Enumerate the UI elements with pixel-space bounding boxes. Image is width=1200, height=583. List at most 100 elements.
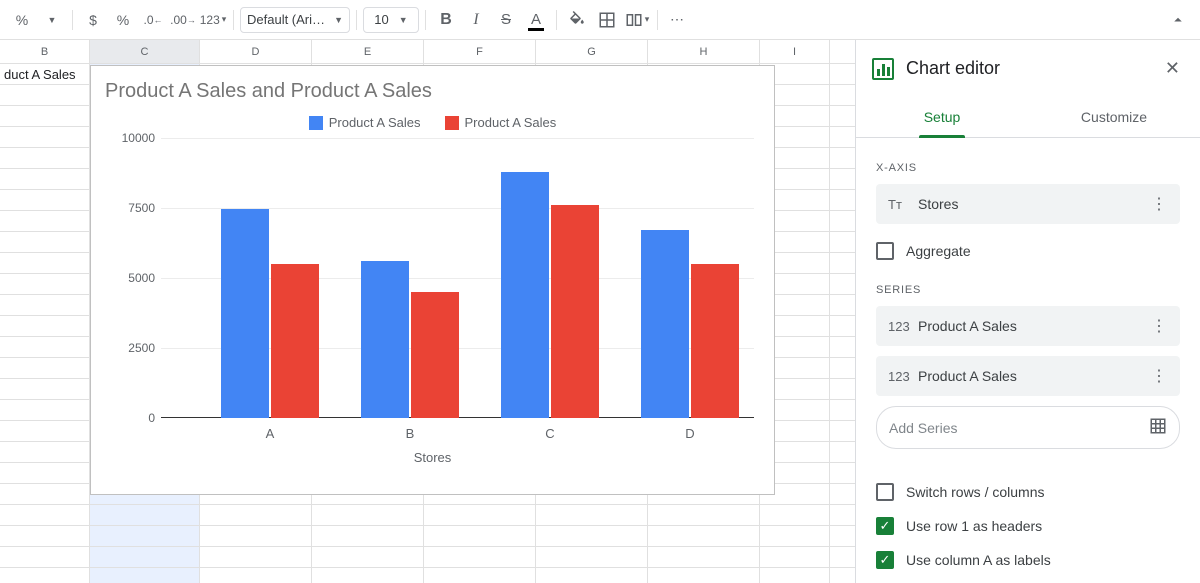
column-header-B[interactable]: B [0, 40, 90, 63]
xaxis-more-icon[interactable]: ⋮ [1151, 194, 1168, 214]
cell[interactable] [0, 421, 90, 441]
cell[interactable] [0, 316, 90, 336]
cell[interactable] [312, 547, 424, 567]
column-header-H[interactable]: H [648, 40, 760, 63]
cell[interactable] [536, 505, 648, 525]
cell[interactable] [200, 568, 312, 583]
use-colA-checkbox[interactable]: ✓Use column A as labels [876, 543, 1180, 577]
cell[interactable] [0, 568, 90, 583]
cell[interactable] [90, 568, 200, 583]
text-color-button[interactable]: A [522, 6, 550, 34]
cell[interactable] [312, 526, 424, 546]
strikethrough-button[interactable]: S [492, 6, 520, 34]
cell[interactable] [536, 526, 648, 546]
cell[interactable] [0, 211, 90, 231]
more-toolbar-button[interactable]: ⋯ [664, 6, 692, 34]
fill-color-button[interactable] [563, 6, 591, 34]
cell[interactable] [0, 400, 90, 420]
close-panel-button[interactable]: ✕ [1161, 54, 1184, 83]
cell[interactable] [0, 484, 90, 504]
font-family-select[interactable]: Default (Ari…▼ [240, 7, 350, 33]
cell[interactable] [0, 253, 90, 273]
cell[interactable] [90, 526, 200, 546]
cell[interactable] [536, 568, 648, 583]
cell[interactable] [648, 547, 760, 567]
column-header-C[interactable]: C [90, 40, 200, 63]
cell[interactable] [0, 526, 90, 546]
column-header-D[interactable]: D [200, 40, 312, 63]
cell[interactable] [0, 106, 90, 126]
cell[interactable] [200, 526, 312, 546]
series-1-more-icon[interactable]: ⋮ [1151, 316, 1168, 336]
cell[interactable] [0, 232, 90, 252]
bar-series1 [361, 261, 409, 418]
cell[interactable] [424, 526, 536, 546]
cell[interactable] [760, 526, 830, 546]
cell[interactable] [760, 547, 830, 567]
cell[interactable] [0, 442, 90, 462]
series-2-more-icon[interactable]: ⋮ [1151, 366, 1168, 386]
column-header-E[interactable]: E [312, 40, 424, 63]
cell[interactable] [0, 274, 90, 294]
cell[interactable] [760, 505, 830, 525]
cell[interactable] [424, 568, 536, 583]
cell[interactable] [200, 547, 312, 567]
percent-button[interactable]: % [109, 6, 137, 34]
cell[interactable] [648, 568, 760, 583]
cell[interactable] [424, 547, 536, 567]
column-header-I[interactable]: I [760, 40, 830, 63]
cell[interactable] [0, 337, 90, 357]
cell[interactable] [0, 379, 90, 399]
cell[interactable]: duct A Sales [0, 64, 90, 84]
cell[interactable] [0, 358, 90, 378]
cell[interactable] [0, 463, 90, 483]
cell[interactable] [90, 547, 200, 567]
use-row1-checkbox[interactable]: ✓Use row 1 as headers [876, 509, 1180, 543]
cell[interactable] [0, 505, 90, 525]
more-formats-button[interactable]: 123▾ [199, 6, 227, 34]
borders-button[interactable] [593, 6, 621, 34]
text-type-icon: Tᴛ [888, 197, 908, 212]
cell[interactable] [312, 505, 424, 525]
cell[interactable] [90, 505, 200, 525]
cell[interactable] [0, 85, 90, 105]
font-size-select[interactable]: 10▼ [363, 7, 419, 33]
cell[interactable] [0, 148, 90, 168]
merge-cells-button[interactable]: ▾ [623, 6, 651, 34]
select-range-icon[interactable] [1149, 417, 1167, 438]
cell[interactable] [648, 505, 760, 525]
cell[interactable] [0, 190, 90, 210]
y-tick-label: 0 [111, 411, 155, 425]
cell[interactable] [760, 568, 830, 583]
cell[interactable] [0, 169, 90, 189]
cell[interactable] [536, 547, 648, 567]
series-chip-1[interactable]: 123 Product A Sales ⋮ [876, 306, 1180, 346]
cell[interactable] [200, 505, 312, 525]
collapse-toolbar-button[interactable] [1164, 6, 1192, 34]
spreadsheet-area[interactable]: BCDEFGHI duct A SalesProduct A Sales7450… [0, 40, 855, 583]
percent-format-button[interactable]: % [8, 6, 36, 34]
italic-button[interactable]: I [462, 6, 490, 34]
cell[interactable] [0, 295, 90, 315]
cell[interactable] [0, 127, 90, 147]
format-dropdown-caret[interactable]: ▼ [38, 6, 66, 34]
increase-decimal-button[interactable]: .00→ [169, 6, 197, 34]
cell[interactable] [312, 568, 424, 583]
embedded-chart[interactable]: Product A Sales and Product A Sales Prod… [90, 65, 775, 495]
switch-rows-checkbox[interactable]: Switch rows / columns [876, 475, 1180, 509]
cell[interactable] [424, 505, 536, 525]
currency-button[interactable]: $ [79, 6, 107, 34]
column-header-G[interactable]: G [536, 40, 648, 63]
tab-customize[interactable]: Customize [1028, 97, 1200, 137]
tab-setup[interactable]: Setup [856, 97, 1028, 137]
bold-button[interactable]: B [432, 6, 460, 34]
cell[interactable] [648, 526, 760, 546]
xaxis-field-chip[interactable]: Tᴛ Stores ⋮ [876, 184, 1180, 224]
aggregate-checkbox[interactable]: Aggregate [876, 234, 1180, 268]
cell[interactable] [0, 547, 90, 567]
series-chip-2[interactable]: 123 Product A Sales ⋮ [876, 356, 1180, 396]
decrease-decimal-button[interactable]: .0← [139, 6, 167, 34]
add-series-button[interactable]: Add Series [876, 406, 1180, 449]
x-tick-label: D [685, 426, 694, 441]
column-header-F[interactable]: F [424, 40, 536, 63]
